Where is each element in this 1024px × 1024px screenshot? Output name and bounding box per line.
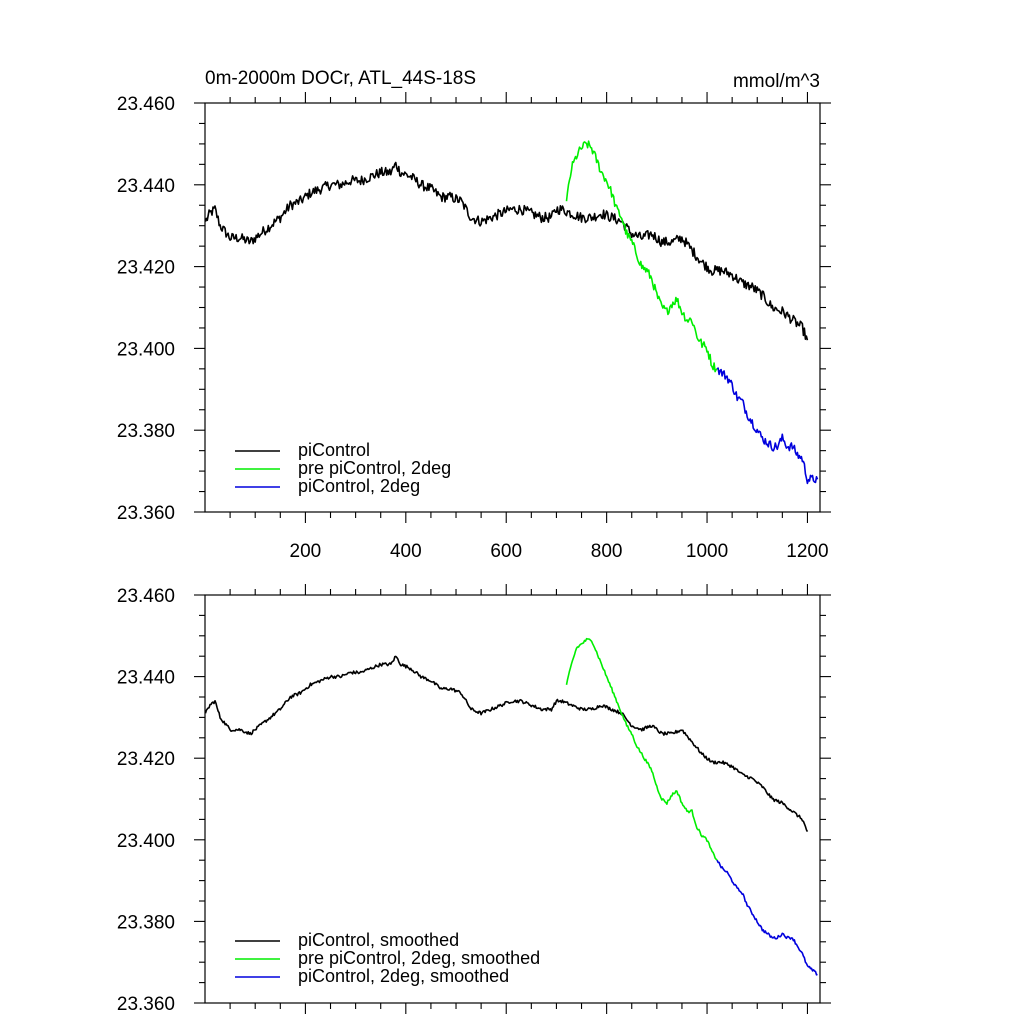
x-tick-label: 400 <box>390 541 422 562</box>
y-tick-label: 23.360 <box>117 503 175 524</box>
y-tick-label: 23.380 <box>117 912 175 933</box>
y-tick-label: 23.400 <box>117 831 175 852</box>
top-panel: 200 400 600 800 1000 1200 23.360 23.380 23.400 23… <box>117 92 831 562</box>
x-tick-label: 800 <box>591 541 623 562</box>
legend-label: piControl <box>298 440 370 460</box>
y-tick-label: 23.460 <box>117 586 175 607</box>
x-tick-label: 600 <box>490 541 522 562</box>
y-tick-label: 23.400 <box>117 339 175 360</box>
series-line-2 <box>565 637 718 861</box>
series-line-3 <box>716 367 819 485</box>
x-tick-label: 1000 <box>686 541 728 562</box>
legend-label: pre piControl, 2deg <box>298 458 451 478</box>
series-line-2 <box>565 140 718 373</box>
series-line-3 <box>716 859 818 976</box>
x-tick-label: 1200 <box>786 541 828 562</box>
series-line-1 <box>204 655 809 832</box>
y-tick-label: 23.420 <box>117 258 175 279</box>
bottom-panel: 23.360 23.380 23.400 23.420 23.440 23.460 piCo… <box>117 584 831 1015</box>
units-label: mmol/m^3 <box>733 71 820 92</box>
y-tick-label: 23.440 <box>117 176 175 197</box>
y-tick-label: 23.360 <box>117 994 175 1015</box>
x-tick-label: 200 <box>290 541 322 562</box>
legend-label: piControl, 2deg <box>298 476 420 496</box>
series-line-1 <box>204 161 809 341</box>
y-tick-label: 23.440 <box>117 668 175 689</box>
legend-label: piControl, 2deg, smoothed <box>298 966 509 986</box>
legend-label: pre piControl, 2deg, smoothed <box>298 948 540 968</box>
y-tick-label: 23.420 <box>117 749 175 770</box>
y-tick-label: 23.380 <box>117 421 175 442</box>
legend-label: piControl, smoothed <box>298 930 459 950</box>
y-tick-label: 23.460 <box>117 94 175 115</box>
chart-title: 0m-2000m DOCr, ATL_44S-18S <box>205 68 476 89</box>
